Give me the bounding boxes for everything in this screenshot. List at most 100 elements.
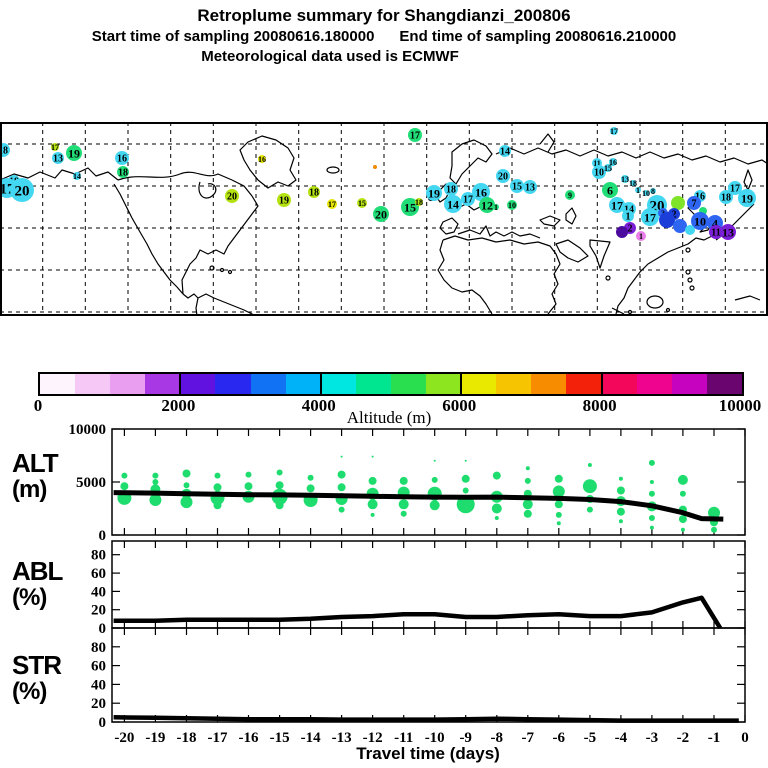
xaxis-tick-label: -4 xyxy=(615,730,628,746)
altitude-bubble xyxy=(338,506,345,513)
altitude-bubble xyxy=(677,474,688,485)
xaxis-tick-label: -14 xyxy=(301,730,321,746)
plume-marker xyxy=(479,197,495,213)
plume-marker xyxy=(401,198,419,216)
plume-marker-day: 17 xyxy=(611,198,623,212)
colorbar-divider xyxy=(179,374,182,394)
altitude-bubble xyxy=(121,472,128,479)
plume-marker-day: 1 xyxy=(639,232,643,241)
plume-marker-day: 18 xyxy=(118,168,128,179)
alt-ytick-label: 5000 xyxy=(76,475,106,491)
colorbar-tick: 10000 xyxy=(718,396,762,415)
plume-marker xyxy=(643,190,649,196)
colorbar-segment xyxy=(566,374,602,394)
plume-marker-day: 15 xyxy=(512,182,522,193)
alt-ytick-label: 10000 xyxy=(69,422,107,438)
colorbar-segment xyxy=(180,374,216,394)
altitude-bubble xyxy=(456,495,475,514)
altitude-bubble xyxy=(398,499,409,510)
plume-marker-day: 16 xyxy=(475,185,487,199)
plume-marker-day: 20 xyxy=(15,183,30,199)
plume-marker xyxy=(73,172,81,180)
str-series-line xyxy=(113,715,739,723)
xaxis-tick-label: -9 xyxy=(459,730,472,746)
plume-marker-day: 1 xyxy=(636,186,640,195)
altitude-bubble xyxy=(648,490,655,497)
colorbar-divider xyxy=(460,374,463,394)
plume-marker-day: 19 xyxy=(68,146,80,160)
colorbar-tick: 0 xyxy=(33,396,43,415)
colorbar-tick-labels: 0 2000 4000 6000 8000 10000 xyxy=(0,396,768,415)
plume-marker-day: 15 xyxy=(358,199,366,208)
colorbar-segment xyxy=(390,374,427,394)
altitude-bubble xyxy=(183,482,190,489)
plume-marker-day: 1 xyxy=(626,212,631,223)
str-ytick-label: 20 xyxy=(91,696,106,712)
plume-marker xyxy=(720,224,736,240)
plume-marker-day: 17 xyxy=(410,131,420,142)
altitude-bubble xyxy=(152,479,159,485)
xaxis-tick-label: -2 xyxy=(677,730,690,746)
colorbar-tick: 2000 xyxy=(161,396,196,415)
colorbar-segment xyxy=(285,374,321,394)
altitude-bubble xyxy=(711,526,717,533)
altitude-bubble xyxy=(462,487,469,494)
plume-marker-day: 18 xyxy=(721,193,731,204)
plume-marker-day: 15 xyxy=(604,164,612,173)
plume-marker-day: 16 xyxy=(258,155,266,164)
plume-marker-day: 2 xyxy=(672,210,677,221)
plume-marker xyxy=(687,196,701,210)
plume-marker xyxy=(604,164,612,172)
xaxis-tick-label: -13 xyxy=(332,730,352,746)
colorbar-segment xyxy=(496,374,532,394)
str-panel-label: STR xyxy=(12,650,62,680)
plume-marker xyxy=(444,195,462,213)
plume-marker xyxy=(357,198,367,208)
map-coastlines xyxy=(0,133,768,316)
plume-marker-day: 10 xyxy=(694,214,706,228)
altitude-bubble xyxy=(152,472,159,479)
plume-marker-day: 17 xyxy=(463,195,473,206)
plume-marker-day: 17 xyxy=(644,210,656,224)
plume-marker xyxy=(117,166,129,178)
plume-marker xyxy=(685,225,695,235)
alt-ytick-label: 0 xyxy=(99,528,107,544)
altitude-bubble xyxy=(368,476,377,485)
abl-ytick-label: 80 xyxy=(91,548,106,564)
plume-marker xyxy=(415,198,423,206)
plume-marker xyxy=(636,231,646,241)
plume-marker-day: 17 xyxy=(51,143,59,152)
altitude-bubble xyxy=(182,469,191,478)
colorbar-segment xyxy=(671,374,707,394)
plume-marker xyxy=(610,127,618,135)
colorbar-segment xyxy=(40,374,76,394)
plume-marker xyxy=(472,183,490,201)
altitude-bubble xyxy=(554,500,563,509)
plume-marker-day: 13 xyxy=(525,183,535,194)
altitude-bubble xyxy=(587,463,592,467)
plume-marker xyxy=(602,182,618,198)
plume-marker-day: 14 xyxy=(447,197,459,211)
altitude-bubble xyxy=(494,516,499,520)
alt-panel-label: ALT xyxy=(12,448,59,478)
plume-marker xyxy=(510,179,524,193)
plume-marker xyxy=(373,206,389,222)
colorbar-tick: 8000 xyxy=(582,396,617,415)
abl-panel-label: ABL xyxy=(12,556,63,586)
altitude-bubble xyxy=(340,455,343,458)
plume-marker-day: 17 xyxy=(328,200,336,209)
xaxis-tick-label: -19 xyxy=(145,730,165,746)
altitude-bubble xyxy=(708,506,720,519)
plume-marker-day: 12 xyxy=(481,198,493,212)
met-data-line: Meteorological data used is ECMWF xyxy=(201,48,459,65)
plume-marker-day: 9 xyxy=(568,191,572,200)
altitude-bubble xyxy=(149,494,162,506)
plume-marker xyxy=(609,197,625,213)
plume-marker-day: 1 xyxy=(494,203,498,212)
altitude-bubble xyxy=(649,525,654,530)
altitude-bubble xyxy=(616,486,625,495)
altitude-bubble xyxy=(120,482,129,491)
plume-marker-day: 4 xyxy=(712,216,718,230)
plume-marker xyxy=(373,165,377,169)
plume-marker xyxy=(308,186,320,198)
